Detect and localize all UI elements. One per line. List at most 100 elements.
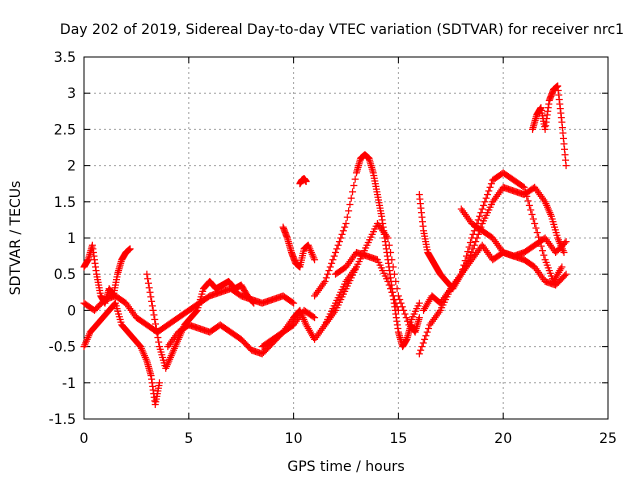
data-point — [154, 334, 162, 342]
data-point — [387, 248, 395, 256]
data-point — [321, 277, 329, 285]
data-point — [146, 288, 154, 296]
data-point — [392, 299, 400, 307]
x-tick-labels: 0 5 10 15 20 25 — [80, 431, 617, 447]
data-point — [387, 285, 395, 293]
data-point — [343, 213, 351, 221]
data-point — [540, 251, 548, 259]
data-point — [483, 191, 491, 199]
data-point — [311, 314, 319, 322]
data-point — [338, 230, 346, 238]
data-point — [337, 234, 345, 242]
data-point — [389, 292, 397, 300]
data-point — [562, 270, 570, 278]
data-point — [532, 224, 540, 232]
data-point — [561, 239, 569, 247]
data-point — [150, 311, 158, 319]
data-point — [151, 315, 159, 323]
data-point — [465, 243, 473, 251]
y-tick-label: -1 — [62, 376, 76, 392]
data-point — [562, 238, 570, 246]
data-point — [152, 320, 160, 328]
data-point — [422, 332, 430, 340]
data-point — [126, 245, 134, 253]
data-point — [341, 223, 349, 231]
data-point — [250, 299, 258, 307]
data-point — [302, 178, 310, 186]
data-point — [423, 328, 431, 336]
data-point — [347, 194, 355, 202]
data-point — [463, 252, 471, 260]
data-point — [560, 248, 568, 256]
data-point — [155, 379, 163, 387]
data-point — [326, 263, 334, 271]
data-point — [155, 338, 163, 346]
data-point — [390, 296, 398, 304]
data-point — [145, 284, 153, 292]
data-point — [385, 281, 393, 289]
data-point — [476, 212, 484, 220]
data-point — [152, 325, 160, 332]
data-point — [148, 302, 156, 310]
x-axis-title: GPS time / hours — [287, 459, 404, 475]
data-point — [333, 245, 341, 253]
data-point — [477, 209, 485, 217]
data-point — [533, 229, 541, 237]
data-points — [80, 82, 570, 409]
data-point — [401, 310, 409, 318]
data-point — [384, 277, 392, 285]
data-point — [539, 247, 546, 255]
y-tick-label: 2 — [67, 159, 76, 175]
data-point — [461, 257, 469, 265]
data-point — [388, 288, 396, 296]
data-point — [389, 263, 397, 271]
data-point — [472, 238, 480, 246]
data-point — [415, 314, 423, 322]
data-point — [529, 215, 537, 223]
y-tick-label: 1.5 — [54, 195, 76, 211]
data-point — [147, 293, 155, 301]
data-point — [558, 263, 566, 271]
data-point — [349, 188, 357, 196]
data-point — [392, 277, 400, 285]
data-point — [474, 216, 482, 224]
data-point — [144, 279, 152, 287]
data-point — [466, 239, 474, 247]
data-point — [346, 201, 354, 209]
data-point — [309, 313, 317, 321]
x-tick-label: 15 — [389, 431, 407, 447]
y-tick-labels: -1.5 -1 -0.5 0 0.5 1 1.5 2 2.5 3 3.5 — [49, 50, 76, 428]
chart-title: Day 202 of 2019, Sidereal Day-to-day VTE… — [60, 22, 624, 38]
data-point — [525, 201, 533, 209]
data-point — [482, 194, 490, 202]
y-tick-label: 2.5 — [54, 122, 76, 138]
data-point — [149, 306, 157, 314]
data-point — [393, 285, 401, 293]
data-point — [527, 206, 535, 214]
data-point — [388, 256, 396, 264]
data-point — [393, 303, 401, 311]
y-tick-label: 3.5 — [54, 50, 76, 66]
data-point — [469, 245, 477, 253]
data-point — [562, 162, 570, 170]
data-point — [524, 197, 532, 205]
data-point — [394, 306, 402, 314]
data-point — [415, 299, 423, 307]
y-tick-label: 1 — [67, 231, 76, 247]
data-point — [332, 248, 340, 256]
data-point — [350, 182, 358, 190]
data-point — [288, 298, 296, 306]
x-tick-label: 10 — [285, 431, 303, 447]
data-point — [345, 207, 353, 215]
data-point — [329, 256, 337, 264]
data-point — [519, 182, 527, 190]
data-point — [487, 180, 495, 188]
data-point — [485, 187, 493, 195]
data-point — [325, 267, 333, 275]
data-point — [339, 227, 347, 235]
data-point — [290, 299, 298, 307]
data-point — [342, 220, 350, 228]
y-tick-label: 0 — [67, 303, 76, 319]
